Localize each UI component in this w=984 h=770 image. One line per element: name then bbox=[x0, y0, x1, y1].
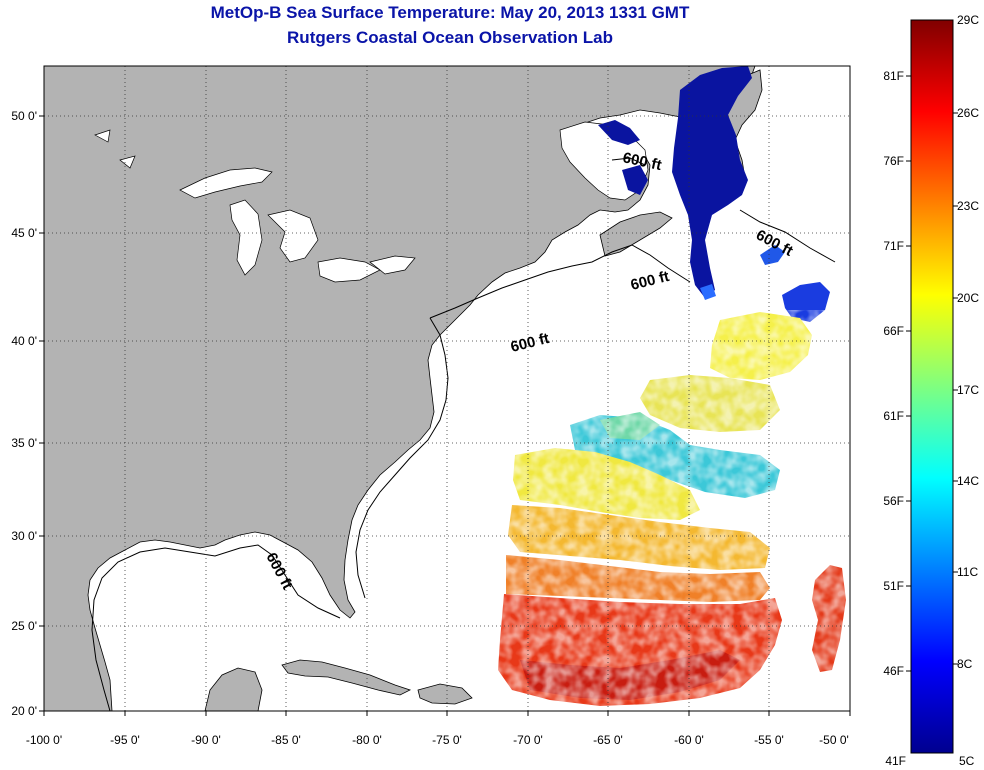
nova-scotia-landmass bbox=[599, 211, 673, 257]
x-tick-label: -55 0' bbox=[754, 733, 784, 747]
colorbar-fahrenheit-label: 61F bbox=[883, 409, 904, 423]
y-tick-label: 35 0' bbox=[11, 436, 37, 450]
hispaniola-landmass bbox=[417, 683, 473, 705]
great-lakes bbox=[94, 129, 416, 283]
x-tick-label: -95 0' bbox=[110, 733, 140, 747]
colorbar-fahrenheit-label: 51F bbox=[883, 579, 904, 593]
colorbar-celsius-label: 17C bbox=[957, 383, 979, 397]
colorbar-celsius-label: 29C bbox=[957, 13, 979, 27]
y-tick-label: 25 0' bbox=[11, 619, 37, 633]
isobath-contours bbox=[91, 157, 836, 711]
colorbar-fahrenheit-label: 41F bbox=[885, 754, 906, 768]
colorbar-fahrenheit-label: 66F bbox=[883, 324, 904, 338]
x-tick-label: -60 0' bbox=[674, 733, 704, 747]
x-tick-label: -50 0' bbox=[819, 733, 849, 747]
colorbar-celsius-label: 8C bbox=[957, 657, 973, 671]
colorbar-celsius-label: 20C bbox=[957, 291, 979, 305]
cloud-mask bbox=[495, 310, 850, 710]
axis-ticks bbox=[39, 115, 851, 716]
y-tick-label: 50 0' bbox=[11, 109, 37, 123]
x-tick-label: -80 0' bbox=[352, 733, 382, 747]
colorbar-fahrenheit-label: 71F bbox=[883, 239, 904, 253]
map-subtitle: Rutgers Coastal Ocean Observation Lab bbox=[287, 28, 613, 47]
y-tick-label: 45 0' bbox=[11, 226, 37, 240]
colorbar-celsius-label: 5C bbox=[959, 754, 975, 768]
colorbar-fahrenheit-label: 56F bbox=[883, 494, 904, 508]
yucatan-landmass bbox=[204, 667, 263, 711]
y-tick-label: 40 0' bbox=[11, 334, 37, 348]
colorbar-celsius-label: 23C bbox=[957, 199, 979, 213]
x-tick-label: -70 0' bbox=[513, 733, 543, 747]
x-tick-label: -65 0' bbox=[593, 733, 623, 747]
x-tick-label: -100 0' bbox=[26, 733, 62, 747]
colorbar bbox=[910, 19, 954, 754]
cuba-landmass bbox=[281, 659, 412, 696]
colorbar-fahrenheit-label: 46F bbox=[883, 664, 904, 678]
map-title: MetOp-B Sea Surface Temperature: May 20,… bbox=[210, 3, 690, 22]
y-tick-label: 20 0' bbox=[11, 704, 37, 718]
colorbar-fahrenheit-label: 76F bbox=[883, 154, 904, 168]
colorbar-celsius-label: 26C bbox=[957, 106, 979, 120]
x-tick-label: -90 0' bbox=[191, 733, 221, 747]
x-tick-label: -75 0' bbox=[432, 733, 462, 747]
colorbar-fahrenheit-label: 81F bbox=[883, 69, 904, 83]
x-tick-label: -85 0' bbox=[271, 733, 301, 747]
colorbar-ticks bbox=[906, 75, 958, 672]
y-tick-label: 30 0' bbox=[11, 529, 37, 543]
colorbar-celsius-label: 14C bbox=[957, 474, 979, 488]
colorbar-celsius-label: 11C bbox=[957, 565, 978, 579]
